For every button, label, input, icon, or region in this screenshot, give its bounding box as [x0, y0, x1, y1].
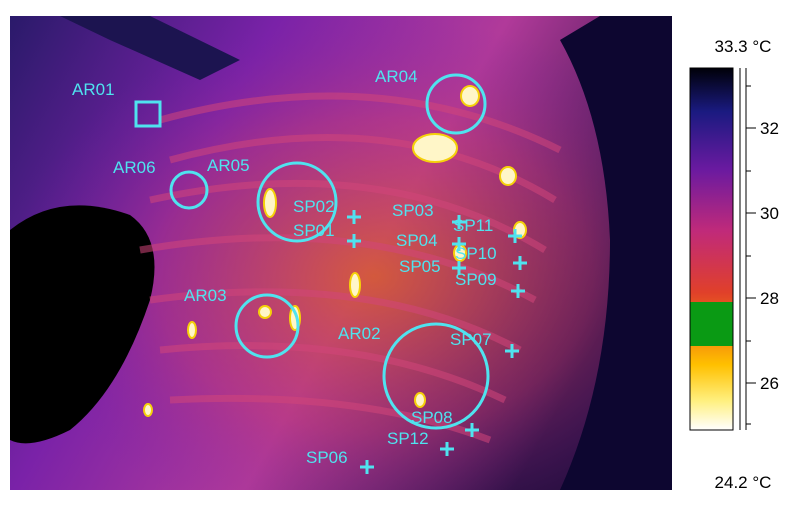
- scale-min-label: 24.2 °C: [715, 473, 772, 492]
- spot-sp10-cross[interactable]: [513, 256, 527, 270]
- scale-tick-28: 28: [760, 289, 779, 308]
- area-ar04-circle[interactable]: [425, 73, 487, 135]
- scale-gradient-bar: [689, 67, 734, 431]
- area-ar03-circle[interactable]: [234, 293, 300, 359]
- spot-markers: [347, 210, 527, 474]
- spot-sp11-cross[interactable]: [508, 229, 522, 243]
- label-sp07: SP07: [450, 330, 492, 349]
- label-sp08: SP08: [411, 408, 453, 427]
- label-sp01: SP01: [293, 221, 335, 240]
- label-sp02: SP02: [293, 197, 335, 216]
- spot-sp08-cross[interactable]: [465, 423, 479, 437]
- label-ar06: AR06: [113, 158, 156, 177]
- label-sp05: SP05: [399, 257, 441, 276]
- spot-sp01-cross[interactable]: [347, 234, 361, 248]
- scale-tick-32: 32: [760, 119, 779, 138]
- scale-max-label: 33.3 °C: [715, 37, 772, 56]
- spot-sp09-cross[interactable]: [511, 284, 525, 298]
- spot-sp05-cross[interactable]: [452, 261, 466, 275]
- scale-isotherm-band: [690, 302, 733, 346]
- area-ar02-circle[interactable]: [382, 322, 490, 430]
- label-sp09: SP09: [455, 270, 497, 289]
- label-sp10: SP10: [455, 244, 497, 263]
- spot-sp03-cross[interactable]: [452, 215, 466, 229]
- area-markers: [134, 73, 490, 430]
- area-ar05-circle[interactable]: [256, 161, 338, 243]
- label-ar04: AR04: [375, 67, 418, 86]
- spot-sp12-cross[interactable]: [440, 442, 454, 456]
- thermal-image: [10, 16, 672, 490]
- label-ar01: AR01: [72, 80, 115, 99]
- label-sp06: SP06: [306, 448, 348, 467]
- dark-opening: [10, 205, 155, 444]
- label-ar02: AR02: [338, 324, 381, 343]
- spot-sp04-cross[interactable]: [452, 237, 466, 251]
- spot-sp02-cross[interactable]: [347, 210, 361, 224]
- spot-sp07-cross[interactable]: [505, 344, 519, 358]
- label-ar03: AR03: [184, 286, 227, 305]
- spot-sp06-cross[interactable]: [360, 460, 374, 474]
- temperature-scale: 33.3 °C 32 30 28 26 24.2 °C: [689, 37, 779, 492]
- area-ar01-box[interactable]: [134, 100, 162, 128]
- label-sp11: SP11: [453, 216, 493, 235]
- label-ar05: AR05: [207, 156, 250, 175]
- area-ar06-circle[interactable]: [169, 170, 209, 210]
- label-sp12: SP12: [387, 429, 429, 448]
- label-sp03: SP03: [392, 201, 434, 220]
- scale-tick-26: 26: [760, 374, 779, 393]
- label-sp04: SP04: [396, 231, 438, 250]
- scale-tick-30: 30: [760, 204, 779, 223]
